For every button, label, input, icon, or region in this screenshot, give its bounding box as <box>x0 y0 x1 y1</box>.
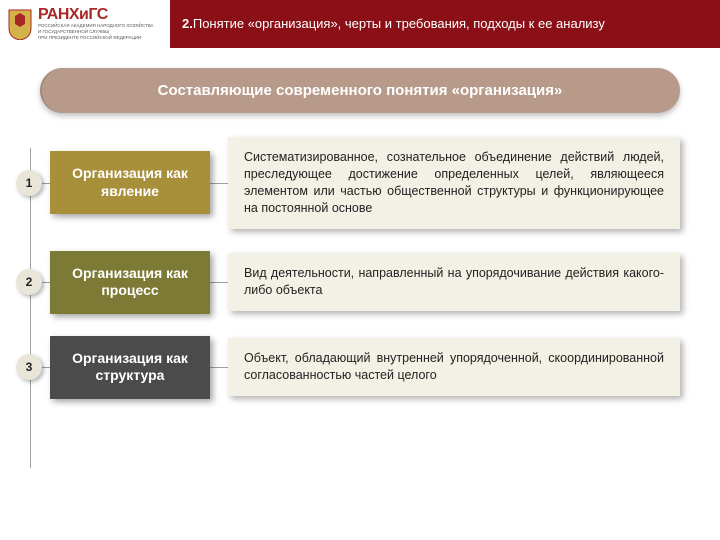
slide-title: 2.Понятие «организация», черты и требова… <box>170 0 720 48</box>
section-pill: Составляющие современного понятия «орган… <box>40 68 680 113</box>
row-number: 2 <box>16 269 42 295</box>
row-description: Систематизированное, сознательное объеди… <box>228 137 680 229</box>
title-text: Понятие «организация», черты и требовани… <box>193 16 605 31</box>
row-number: 3 <box>16 354 42 380</box>
row-label: Организация как структура <box>50 336 210 399</box>
row-3: 3 Организация как структура Объект, обла… <box>50 336 720 399</box>
row-2: 2 Организация как процесс Вид деятельнос… <box>50 251 720 314</box>
logo-block: РАНХиГС РОССИЙСКАЯ АКАДЕМИЯ НАРОДНОГО ХО… <box>0 0 170 48</box>
header: РАНХиГС РОССИЙСКАЯ АКАДЕМИЯ НАРОДНОГО ХО… <box>0 0 720 48</box>
rows-container: 1 Организация как явление Систематизиров… <box>0 137 720 399</box>
row-label: Организация как явление <box>50 151 210 214</box>
logo-main: РАНХиГС <box>38 7 154 23</box>
row-label: Организация как процесс <box>50 251 210 314</box>
logo-emblem-icon <box>6 7 34 41</box>
title-number: 2. <box>182 16 193 31</box>
row-description: Объект, обладающий внутренней упорядочен… <box>228 338 680 396</box>
row-1: 1 Организация как явление Систематизиров… <box>50 137 720 229</box>
logo-sub3: ПРИ ПРЕЗИДЕНТЕ РОССИЙСКОЙ ФЕДЕРАЦИИ <box>38 36 154 41</box>
row-description: Вид деятельности, направленный на упоряд… <box>228 253 680 311</box>
row-number: 1 <box>16 170 42 196</box>
logo-text: РАНХиГС РОССИЙСКАЯ АКАДЕМИЯ НАРОДНОГО ХО… <box>38 7 154 41</box>
